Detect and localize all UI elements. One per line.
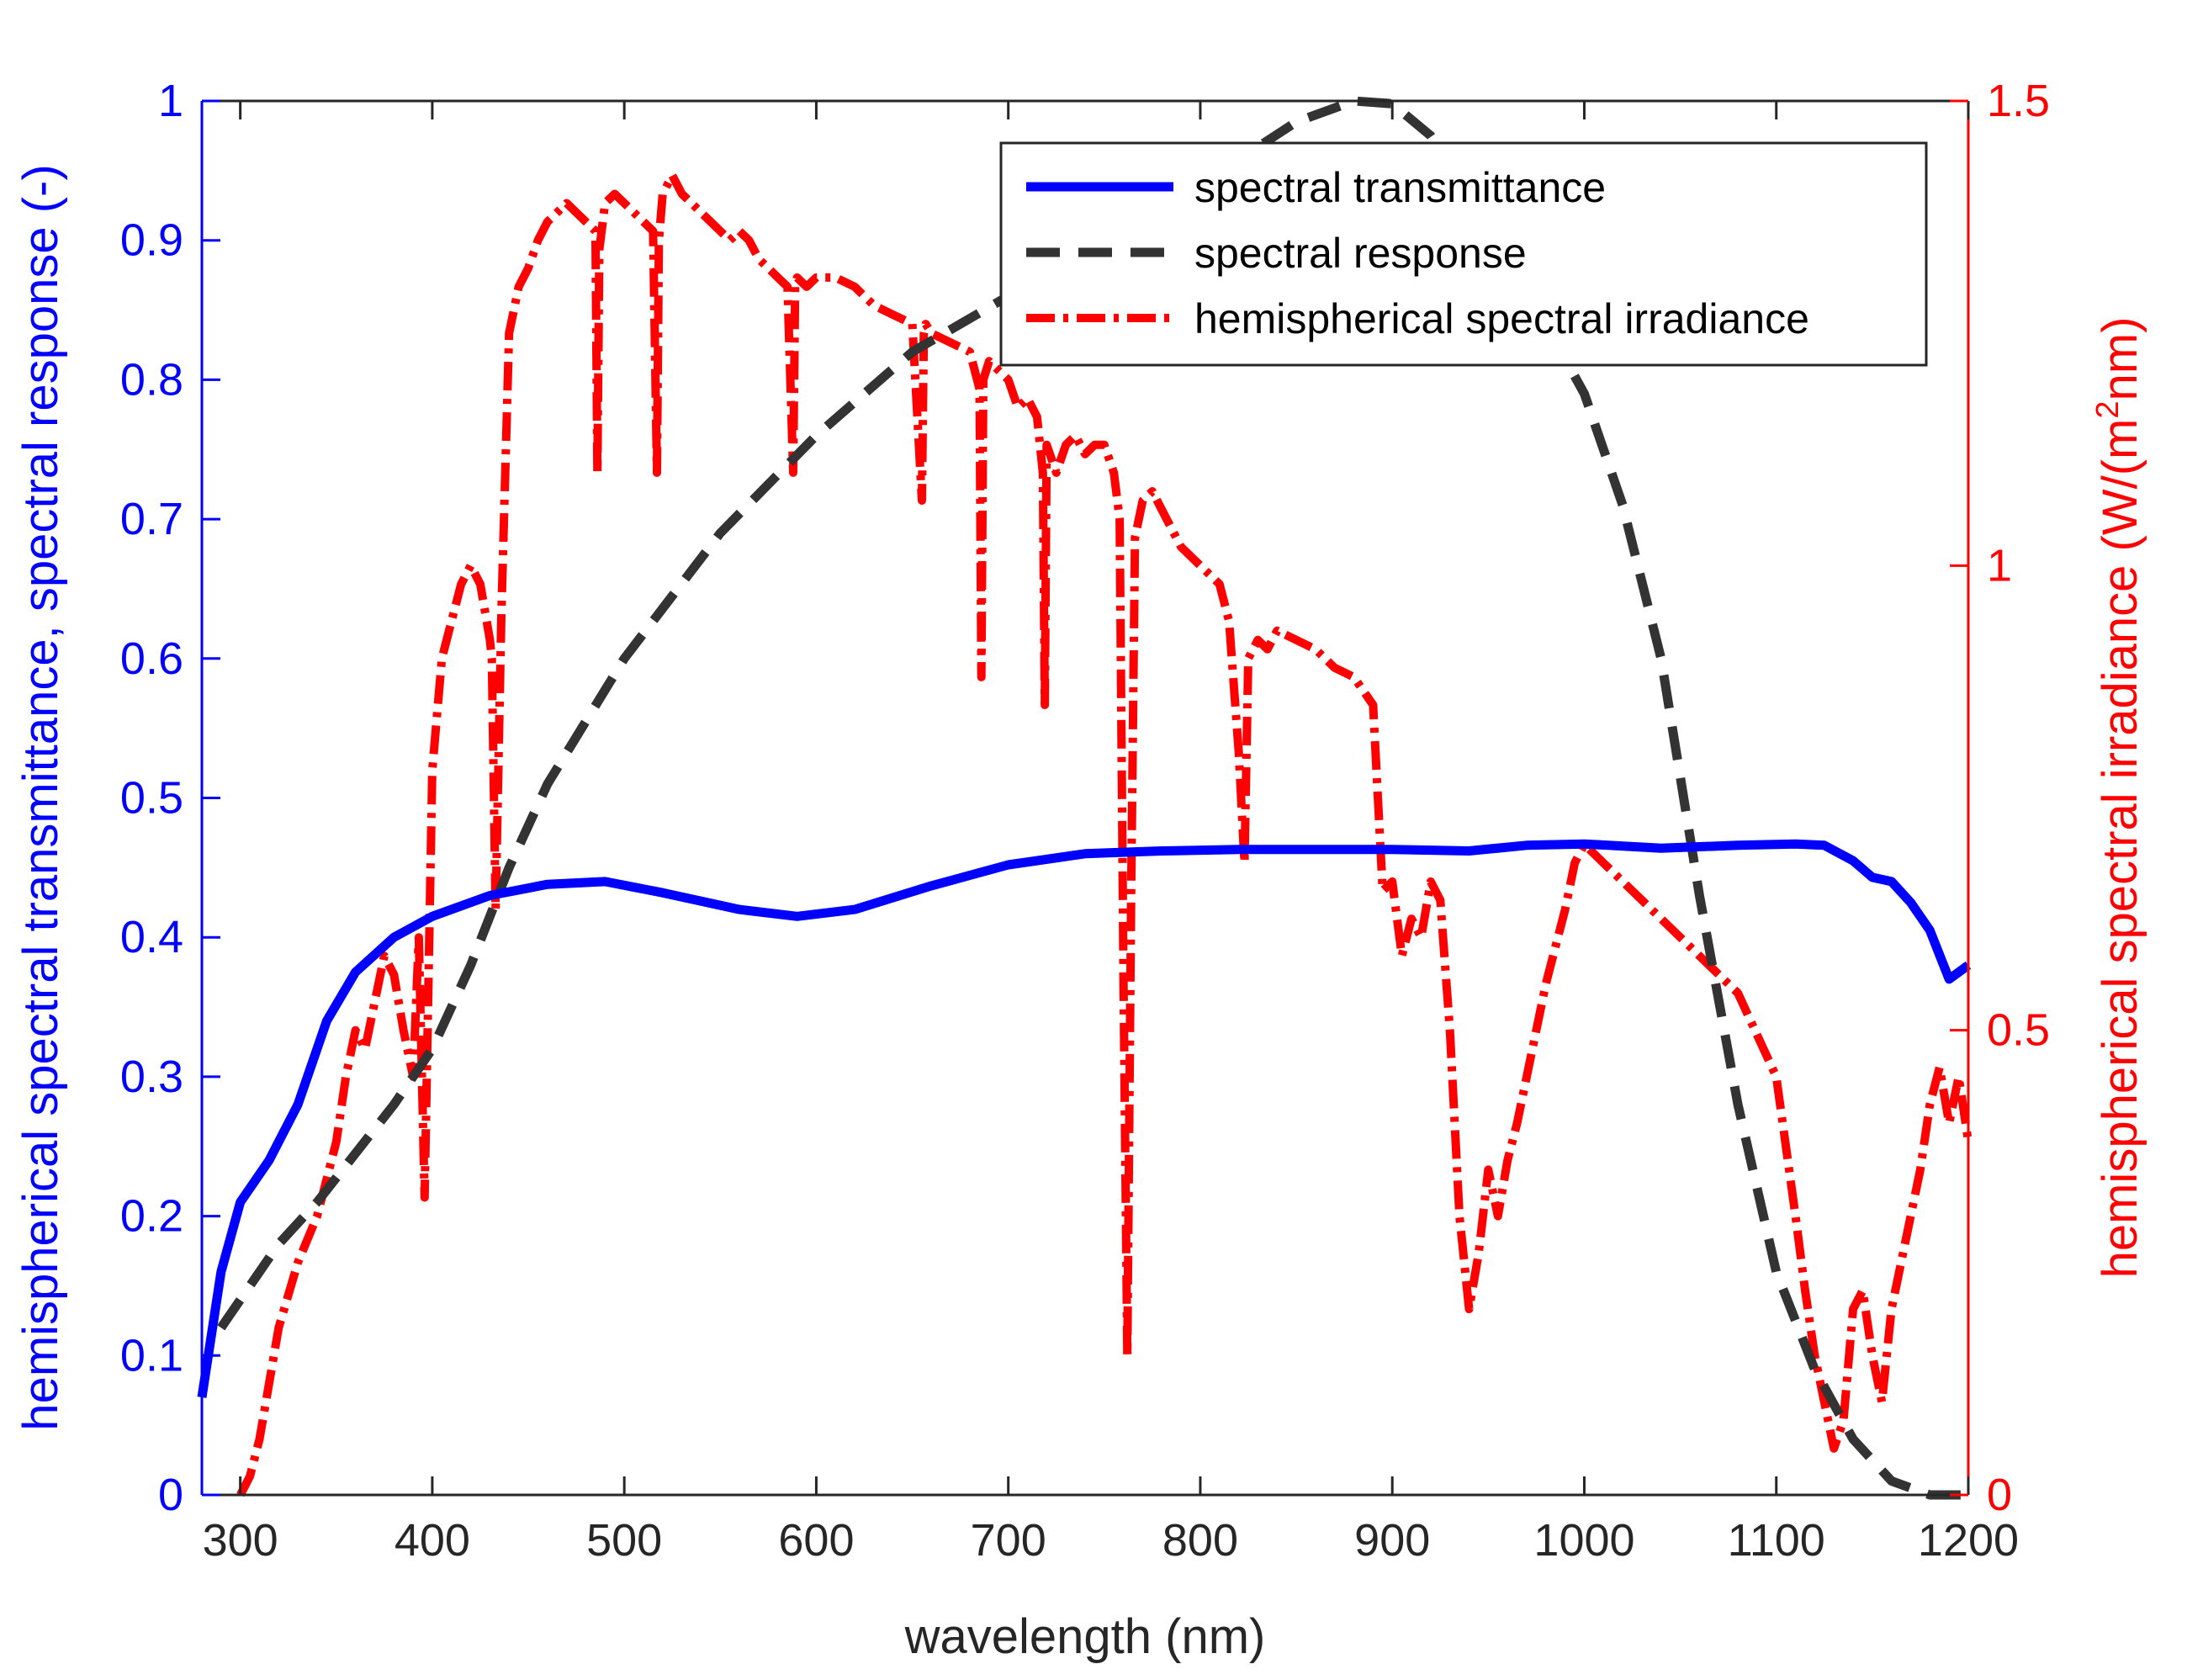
y-right-axis-title-superscript: 2 (2090, 401, 2126, 419)
x-tick-label-1000: 1000 (1533, 1515, 1634, 1566)
series-line-spectral-transmittance (197, 839, 1972, 1398)
y-right-tick-label-0: 0 (1987, 1470, 2012, 1520)
y-left-axis-ticks: 0 0.1 0.2 0.3 0.4 0.5 0.6 0.7 0.8 0.9 1 (120, 76, 220, 1520)
y-left-axis-title: hemispherical spectral transmittance, sp… (13, 164, 68, 1430)
legend: spectral transmittance spectral response… (999, 141, 1928, 367)
y-right-axis-title-suffix: nm) (2093, 317, 2147, 401)
x-axis-ticks: 300 400 500 600 700 800 900 1000 1100 1200 (203, 101, 2019, 1566)
x-tick-label-900: 900 (1354, 1515, 1430, 1566)
x-axis-title: wavelength (nm) (904, 1609, 1266, 1664)
y-right-axis-title-prefix: hemispherical spectral irradiance (W/(m (2093, 419, 2147, 1279)
y-left-tick-label-0-9: 0.9 (120, 215, 183, 266)
y-right-tick-label-0-5: 0.5 (1987, 1005, 2050, 1056)
legend-label-spectral-transmittance: spectral transmittance (1194, 164, 1606, 211)
x-tick-label-700: 700 (971, 1515, 1046, 1566)
x-tick-label-800: 800 (1162, 1515, 1238, 1566)
x-tick-label-400: 400 (395, 1515, 470, 1566)
y-left-tick-label-0-1: 0.1 (120, 1330, 183, 1381)
y-left-tick-label-1: 1 (158, 76, 183, 126)
x-tick-label-600: 600 (778, 1515, 854, 1566)
plot-frame (200, 99, 1970, 1497)
y-right-axis-title: hemispherical spectral irradiance (W/(m2… (2090, 317, 2147, 1279)
y-left-tick-label-0-2: 0.2 (120, 1191, 183, 1242)
x-tick-label-1100: 1100 (1728, 1515, 1825, 1566)
legend-label-spectral-response: spectral response (1194, 230, 1527, 277)
y-right-tick-label-1: 1 (1987, 540, 2012, 591)
y-left-tick-label-0-8: 0.8 (120, 354, 183, 405)
x-tick-label-300: 300 (203, 1515, 278, 1566)
y-left-tick-label-0-6: 0.6 (120, 633, 183, 684)
y-left-tick-label-0-5: 0.5 (120, 773, 183, 824)
legend-label-hemispherical-spectral-irradiance: hemispherical spectral irradiance (1194, 295, 1809, 342)
y-left-tick-label-0-4: 0.4 (120, 912, 183, 962)
y-right-tick-label-1-5: 1.5 (1987, 76, 2050, 126)
x-tick-label-500: 500 (586, 1515, 662, 1566)
series-layer (197, 96, 1973, 1500)
y-left-tick-label-0-3: 0.3 (120, 1052, 183, 1102)
x-tick-label-1200: 1200 (1918, 1515, 2019, 1566)
series-line-hemispherical-spectral-irradiance (236, 171, 1973, 1497)
y-right-axis-ticks: 0 0.5 1 1.5 (1950, 76, 2050, 1520)
y-left-tick-label-0-7: 0.7 (120, 494, 183, 544)
series-line-spectral-response (217, 96, 1968, 1500)
y-left-tick-label-0: 0 (158, 1470, 183, 1520)
